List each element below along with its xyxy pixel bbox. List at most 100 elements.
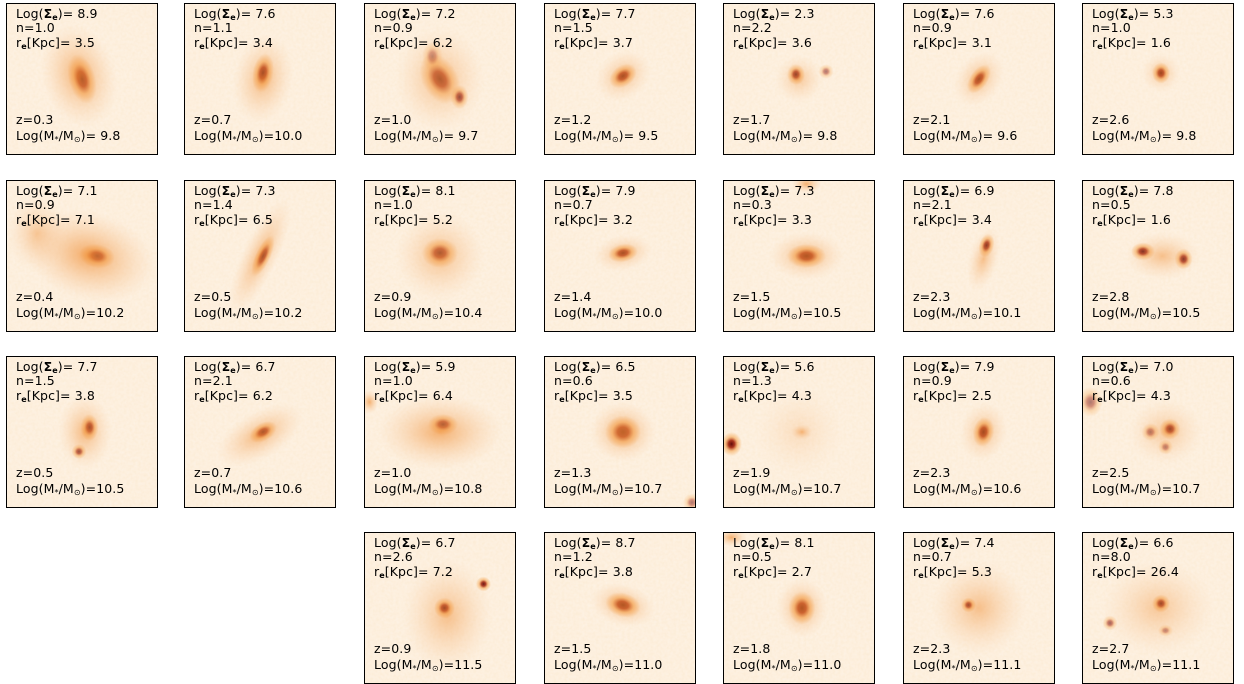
effective-radius-value: 26.4 bbox=[1150, 564, 1179, 579]
redshift-value: 0.7 bbox=[211, 465, 232, 480]
redshift-value: 1.3 bbox=[571, 465, 592, 480]
effective-radius-label: re[Kpc]= 7.2 bbox=[374, 564, 453, 580]
stellar-mass-value: 11.1 bbox=[1172, 657, 1201, 672]
galaxy-component bbox=[377, 394, 503, 470]
sersic-index-label: n=0.5 bbox=[1092, 197, 1131, 212]
surface-density-label: Log(Σe)= 5.3 bbox=[1092, 6, 1174, 22]
stellar-mass-value: 10.7 bbox=[813, 481, 842, 496]
effective-radius-value: 6.2 bbox=[252, 388, 273, 403]
sersic-index-label: n=2.1 bbox=[913, 197, 952, 212]
effective-radius-label: re[Kpc]= 2.5 bbox=[913, 388, 992, 404]
surface-density-value: 8.1 bbox=[794, 535, 815, 550]
surface-density-label: Log(Σe)= 7.8 bbox=[1092, 183, 1174, 199]
effective-radius-value: 3.5 bbox=[74, 35, 95, 50]
effective-radius-value: 2.5 bbox=[971, 388, 992, 403]
stellar-mass-label: Log(M*/M⊙)=10.2 bbox=[16, 305, 125, 321]
sersic-index-label: n=0.5 bbox=[733, 549, 772, 564]
effective-radius-label: re[Kpc]= 2.7 bbox=[733, 564, 812, 580]
surface-density-label: Log(Σe)= 7.3 bbox=[194, 183, 276, 199]
stellar-mass-label: Log(M*/M⊙)=10.5 bbox=[1092, 305, 1201, 321]
surface-density-label: Log(Σe)= 6.6 bbox=[1092, 535, 1174, 551]
redshift-label: z=0.9 bbox=[374, 641, 412, 656]
galaxy-image bbox=[545, 533, 695, 683]
surface-density-value: 6.5 bbox=[615, 359, 636, 374]
stellar-mass-label: Log(M*/M⊙)= 9.8 bbox=[733, 128, 838, 144]
stellar-mass-label: Log(M*/M⊙)=10.0 bbox=[194, 128, 303, 144]
galaxy-stamp: Log(Σe)= 7.3 n=1.4 re[Kpc]= 6.5 z=0.5 Log(M*… bbox=[184, 180, 336, 332]
galaxy-component bbox=[724, 533, 747, 547]
galaxy-component bbox=[1141, 53, 1181, 93]
surface-density-label: Log(Σe)= 7.1 bbox=[16, 183, 98, 199]
sersic-index-value: 0.6 bbox=[572, 373, 593, 388]
surface-density-value: 8.9 bbox=[77, 6, 98, 21]
galaxy-image bbox=[1083, 4, 1233, 154]
sersic-index-label: n=8.0 bbox=[1092, 549, 1131, 564]
galaxy-component bbox=[1101, 560, 1215, 656]
galaxy-stamp: Log(Σe)= 7.7 n=1.5 re[Kpc]= 3.8 z=0.5 Log(M*… bbox=[6, 356, 158, 508]
redshift-label: z=2.1 bbox=[913, 112, 951, 127]
surface-density-label: Log(Σe)= 8.7 bbox=[554, 535, 636, 551]
stellar-mass-label: Log(M*/M⊙)=10.5 bbox=[16, 481, 125, 497]
galaxy-component bbox=[228, 198, 292, 314]
effective-radius-label: re[Kpc]= 3.8 bbox=[554, 564, 633, 580]
surface-density-value: 7.3 bbox=[794, 183, 815, 198]
redshift-label: z=1.8 bbox=[733, 641, 771, 656]
galaxy-component bbox=[776, 578, 828, 638]
redshift-label: z=2.3 bbox=[913, 289, 951, 304]
effective-radius-value: 1.6 bbox=[1150, 35, 1171, 50]
effective-radius-value: 7.1 bbox=[74, 212, 95, 227]
surface-density-label: Log(Σe)= 8.1 bbox=[374, 183, 456, 199]
surface-density-value: 5.9 bbox=[435, 359, 456, 374]
galaxy-component bbox=[754, 387, 844, 477]
stellar-mass-value: 9.5 bbox=[638, 128, 659, 143]
surface-density-value: 7.6 bbox=[974, 6, 995, 21]
effective-radius-label: re[Kpc]= 6.4 bbox=[374, 388, 453, 404]
effective-radius-label: re[Kpc]= 7.1 bbox=[16, 212, 95, 228]
surface-density-label: Log(Σe)= 5.9 bbox=[374, 359, 456, 375]
redshift-value: 2.7 bbox=[1109, 641, 1130, 656]
stellar-mass-value: 9.8 bbox=[1176, 128, 1197, 143]
redshift-label: z=1.5 bbox=[554, 641, 592, 656]
stellar-mass-value: 10.1 bbox=[993, 305, 1022, 320]
galaxy-image bbox=[724, 181, 874, 331]
galaxy-stamp: Log(Σe)= 2.3 n=2.2 re[Kpc]= 3.6 z=1.7 Log(M*… bbox=[723, 3, 875, 155]
galaxy-component bbox=[775, 55, 823, 103]
sersic-index-value: 0.9 bbox=[34, 197, 55, 212]
effective-radius-label: re[Kpc]= 3.5 bbox=[16, 35, 95, 51]
redshift-value: 0.7 bbox=[211, 112, 232, 127]
surface-density-value: 2.3 bbox=[794, 6, 815, 21]
effective-radius-value: 3.1 bbox=[971, 35, 992, 50]
stellar-mass-value: 11.1 bbox=[993, 657, 1022, 672]
surface-density-label: Log(Σe)= 7.7 bbox=[16, 359, 98, 375]
stellar-mass-value: 10.5 bbox=[96, 481, 125, 496]
galaxy-image bbox=[365, 181, 515, 331]
redshift-label: z=2.3 bbox=[913, 465, 951, 480]
stellar-mass-value: 11.5 bbox=[454, 657, 483, 672]
effective-radius-value: 3.4 bbox=[971, 212, 992, 227]
surface-density-value: 7.7 bbox=[615, 6, 636, 21]
stellar-mass-value: 10.2 bbox=[274, 305, 303, 320]
surface-density-label: Log(Σe)= 2.3 bbox=[733, 6, 815, 22]
galaxy-stamp: Log(Σe)= 8.9 n=1.0 re[Kpc]= 3.5 z=0.3 Log(M*… bbox=[6, 3, 158, 155]
stellar-mass-label: Log(M*/M⊙)=10.5 bbox=[733, 305, 842, 321]
redshift-value: 2.3 bbox=[930, 641, 951, 656]
galaxy-component bbox=[395, 26, 485, 132]
surface-density-value: 7.6 bbox=[255, 6, 276, 21]
stellar-mass-label: Log(M*/M⊙)= 9.6 bbox=[913, 128, 1018, 144]
redshift-label: z=1.9 bbox=[733, 465, 771, 480]
galaxy-stamp: Log(Σe)= 7.8 n=0.5 re[Kpc]= 1.6 z=2.8 Log(M*… bbox=[1082, 180, 1234, 332]
redshift-value: 1.5 bbox=[571, 641, 592, 656]
effective-radius-label: re[Kpc]= 3.7 bbox=[554, 35, 633, 51]
stellar-mass-value: 9.8 bbox=[100, 128, 121, 143]
galaxy-image bbox=[7, 181, 157, 331]
effective-radius-label: re[Kpc]= 3.5 bbox=[554, 388, 633, 404]
stellar-mass-value: 10.7 bbox=[634, 481, 663, 496]
galaxy-stamp: Log(Σe)= 7.1 n=0.9 re[Kpc]= 7.1 z=0.4 Log(M*… bbox=[6, 180, 158, 332]
sersic-index-value: 0.3 bbox=[751, 197, 772, 212]
stellar-mass-label: Log(M*/M⊙)=10.6 bbox=[194, 481, 303, 497]
galaxy-stamp: Log(Σe)= 8.7 n=1.2 re[Kpc]= 3.8 z=1.5 Log(M*… bbox=[544, 532, 696, 684]
redshift-label: z=2.7 bbox=[1092, 641, 1130, 656]
stellar-mass-label: Log(M*/M⊙)=10.1 bbox=[913, 305, 1022, 321]
surface-density-value: 6.7 bbox=[255, 359, 276, 374]
galaxy-image bbox=[724, 357, 874, 507]
